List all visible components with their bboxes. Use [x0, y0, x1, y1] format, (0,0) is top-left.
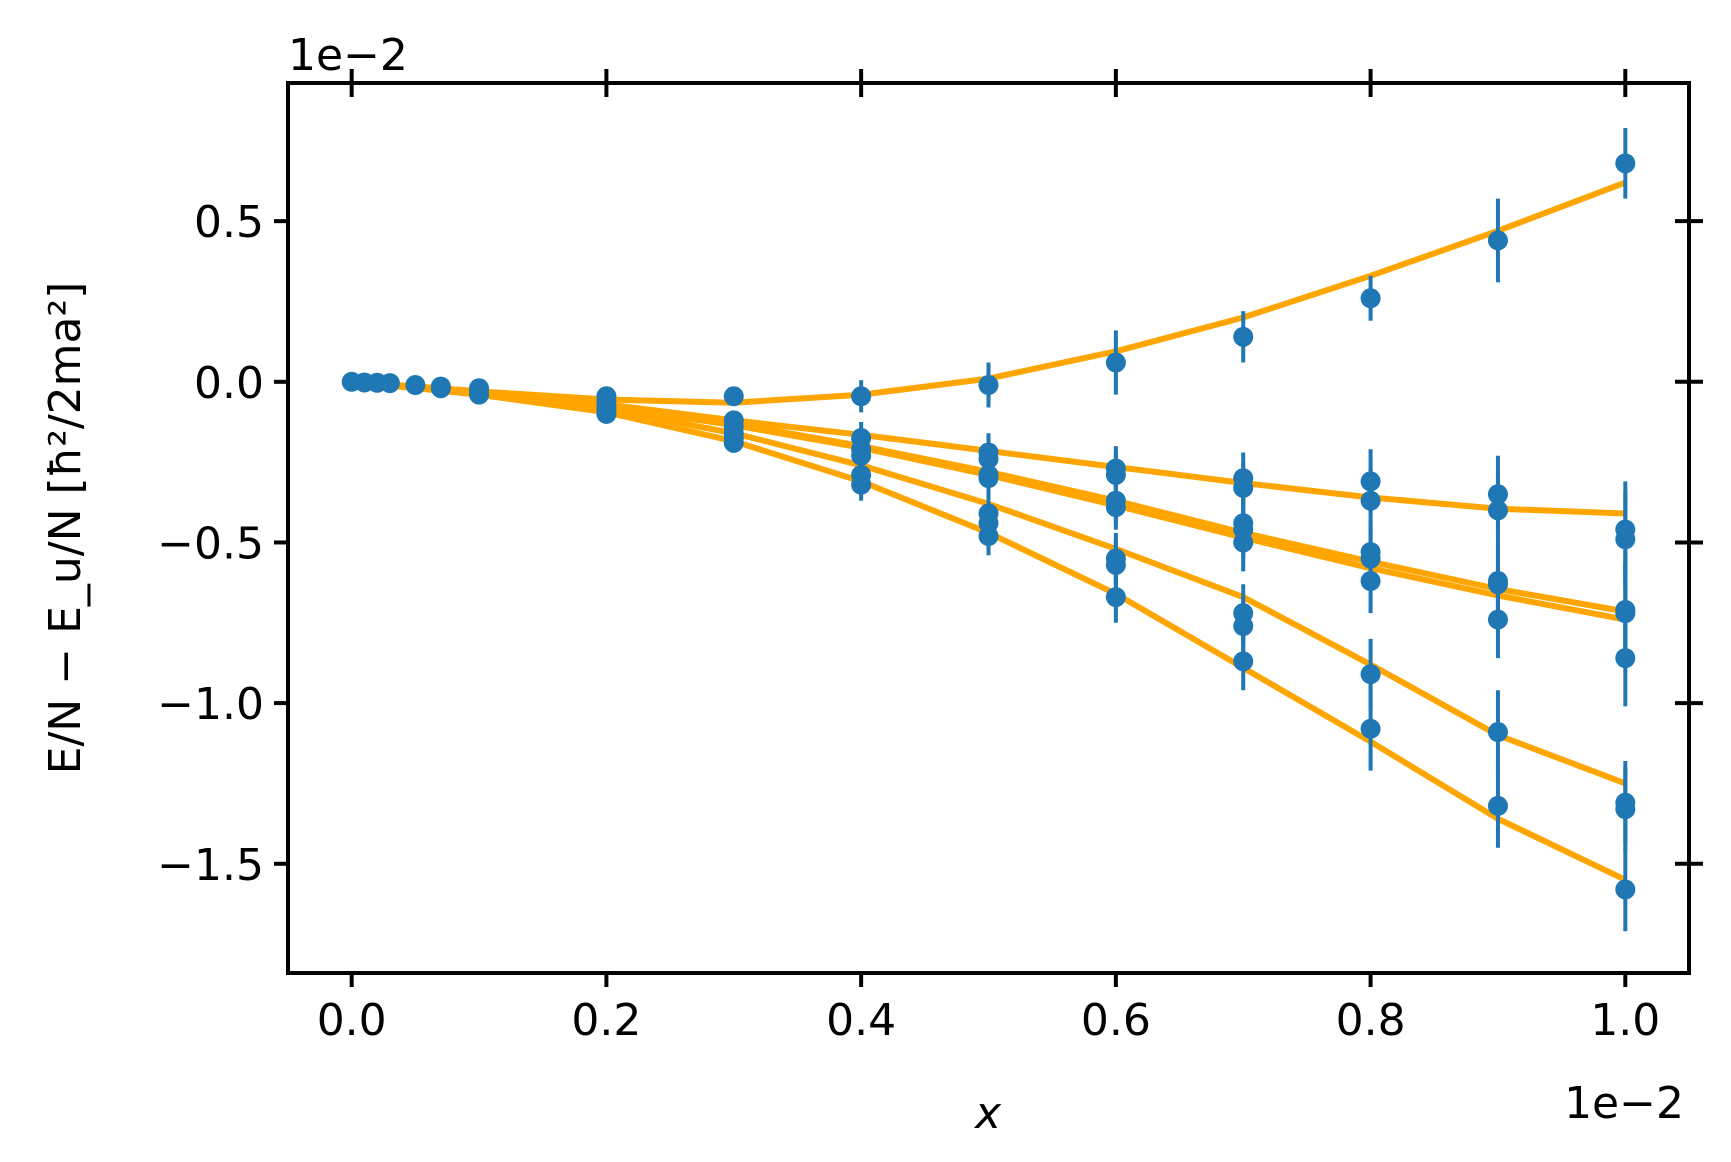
- data-point: [1487, 581, 1508, 659]
- point-marker: [851, 474, 872, 495]
- point-marker: [1105, 497, 1126, 518]
- point-marker: [723, 386, 744, 407]
- data-point: [1487, 471, 1508, 549]
- data-point: [379, 373, 400, 394]
- point-marker: [1233, 615, 1254, 636]
- point-marker: [1360, 571, 1381, 592]
- y-axis-label: E/N − E_u/N [ħ²/2ma²]: [40, 282, 91, 775]
- data-point: [405, 375, 426, 396]
- data-point: [1615, 847, 1636, 932]
- point-marker: [851, 445, 872, 466]
- x-axis-label: x: [973, 1088, 1002, 1139]
- data-point: [1233, 311, 1254, 363]
- point-marker: [978, 468, 999, 489]
- data-point: [1360, 548, 1381, 614]
- point-marker: [1615, 529, 1636, 550]
- data-point: [1105, 330, 1126, 395]
- point-marker: [1233, 326, 1254, 347]
- data-point: [1487, 198, 1508, 283]
- y-tick-label: −1.5: [157, 840, 264, 891]
- data-point: [851, 468, 872, 501]
- plot-frame: [286, 81, 1691, 975]
- point-marker: [1487, 722, 1508, 743]
- data-point: [469, 384, 490, 405]
- data-point: [978, 516, 999, 556]
- data-point: [978, 458, 999, 498]
- point-marker: [1487, 609, 1508, 630]
- x-axis-ticks: 0.0 0.2 0.4 0.6 0.8 1.0: [317, 69, 1660, 1046]
- point-marker: [469, 384, 490, 405]
- x-tick-label: 0.8: [1336, 995, 1406, 1046]
- data-point: [723, 386, 744, 407]
- point-marker: [430, 378, 451, 399]
- data-point: [1487, 690, 1508, 774]
- point-marker: [1233, 477, 1254, 498]
- point-marker: [379, 373, 400, 394]
- point-marker: [1105, 554, 1126, 575]
- x-tick-label: 0.2: [571, 995, 641, 1046]
- point-marker: [1360, 490, 1381, 511]
- data-points: [341, 127, 1636, 932]
- point-marker: [1615, 648, 1636, 669]
- point-marker: [1360, 664, 1381, 685]
- point-marker: [1105, 587, 1126, 608]
- data-point: [1233, 632, 1254, 691]
- data-point: [430, 378, 451, 399]
- point-marker: [851, 386, 872, 407]
- point-marker: [978, 526, 999, 547]
- point-marker: [596, 403, 617, 424]
- y-tick-label: 0.5: [194, 197, 264, 248]
- point-marker: [1487, 230, 1508, 251]
- x-tick-label: 0.6: [1081, 995, 1151, 1046]
- point-marker: [1233, 532, 1254, 553]
- point-marker: [1105, 352, 1126, 373]
- data-point: [978, 362, 999, 408]
- point-marker: [1615, 879, 1636, 900]
- data-point: [1487, 764, 1508, 848]
- data-point: [596, 403, 617, 424]
- point-marker: [1615, 799, 1636, 820]
- point-marker: [978, 375, 999, 396]
- point-marker: [1615, 153, 1636, 174]
- point-marker: [723, 432, 744, 453]
- x-tick-label: 1.0: [1590, 995, 1660, 1046]
- data-point: [1615, 767, 1636, 851]
- x-offset-label: 1e−2: [1564, 1078, 1684, 1129]
- data-point: [851, 380, 872, 413]
- point-marker: [1105, 464, 1126, 485]
- y-tick-label: −0.5: [157, 518, 264, 569]
- point-marker: [1487, 500, 1508, 521]
- point-marker: [1487, 795, 1508, 816]
- data-point: [1360, 687, 1381, 771]
- data-point: [1233, 513, 1254, 572]
- data-point: [1105, 571, 1126, 623]
- data-point: [1615, 127, 1636, 199]
- data-point: [1105, 484, 1126, 530]
- y-offset-label: 1e−2: [288, 30, 408, 81]
- point-marker: [1360, 718, 1381, 739]
- data-point: [723, 432, 744, 453]
- y-tick-label: −1.0: [157, 679, 264, 730]
- x-tick-label: 0.0: [317, 995, 387, 1046]
- x-tick-label: 0.4: [826, 995, 896, 1046]
- data-point: [1615, 609, 1636, 707]
- y-axis-ticks: 0.5 0.0 −0.5 −1.0 −1.5: [157, 197, 1703, 891]
- data-point: [1360, 275, 1381, 321]
- point-marker: [1360, 288, 1381, 309]
- point-marker: [405, 375, 426, 396]
- y-tick-label: 0.0: [194, 358, 264, 409]
- point-marker: [1233, 651, 1254, 672]
